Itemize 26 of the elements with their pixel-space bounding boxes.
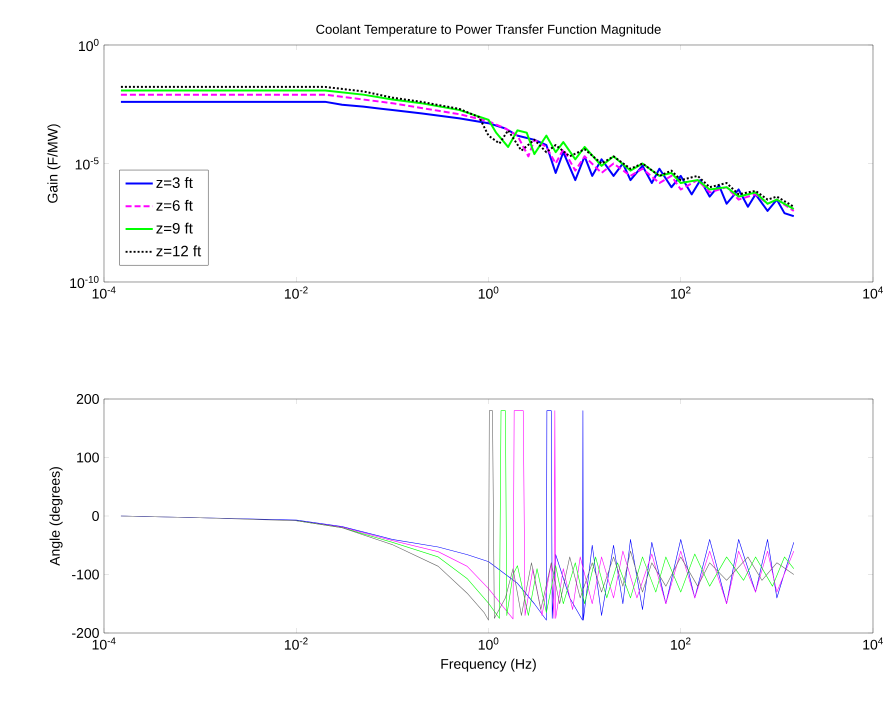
legend-label: z=6 ft <box>156 200 193 211</box>
y-tick-label: 10$^{-5}$ <box>76 157 99 170</box>
y-tick-label: 0 <box>92 511 99 521</box>
x-axis-title: Frequency (Hz) <box>441 658 536 672</box>
legend-label: z=12 ft <box>156 245 202 256</box>
y-tick-label: 10$^{-10}$ <box>70 276 99 288</box>
chart-title: Coolant Temperature to Power Transfer Function Magnitude <box>316 24 661 36</box>
y-tick-label: 10$^{0}$ <box>79 38 99 52</box>
legend-label: z=3 ft <box>156 177 193 188</box>
x-tick-label: 10$^{4}$ <box>863 638 883 650</box>
y-axis-title: Angle (degrees) <box>50 467 63 566</box>
y-tick-label: 100 <box>77 452 99 462</box>
y-tick-label: -200 <box>72 628 99 638</box>
legend-label: z=9 ft <box>156 222 193 234</box>
x-tick-label: 10$^{-2}$ <box>284 286 308 299</box>
x-tick-label: 10$^{0}$ <box>478 638 498 650</box>
x-tick-label: 10$^{2}$ <box>671 286 691 299</box>
x-tick-label: 10$^{-2}$ <box>284 638 308 650</box>
y-axis-title: Gain (F/MW) <box>47 124 60 203</box>
x-tick-label: 10$^{4}$ <box>863 286 883 299</box>
x-tick-label: 10$^{0}$ <box>478 286 498 299</box>
y-tick-label: -100 <box>72 570 99 580</box>
x-tick-label: 10$^{-4}$ <box>92 638 116 650</box>
x-tick-label: 10$^{2}$ <box>671 638 691 650</box>
y-tick-label: 200 <box>76 394 99 404</box>
x-tick-label: 10$^{-4}$ <box>92 286 116 299</box>
